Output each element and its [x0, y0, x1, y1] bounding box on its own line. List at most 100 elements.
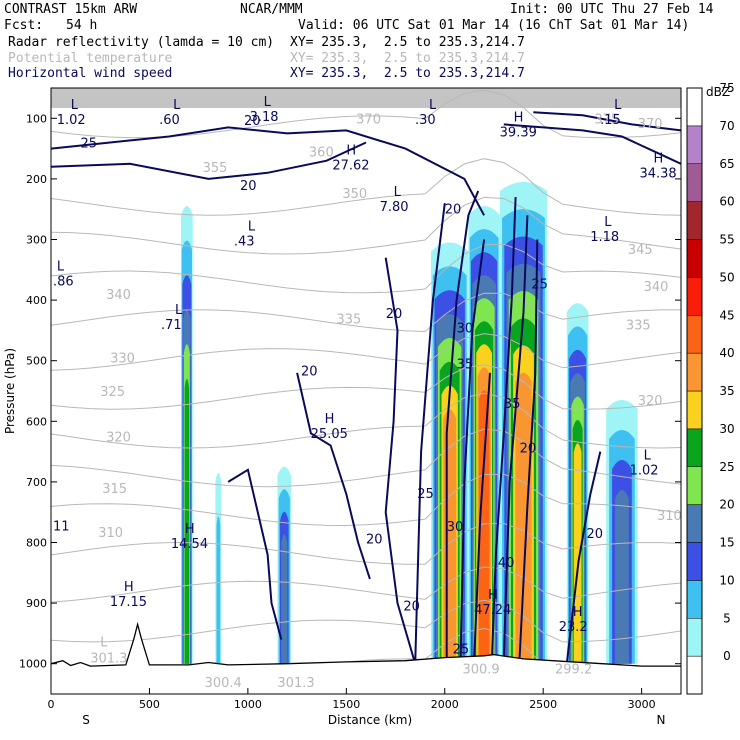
wind-marker-value: 11: [53, 519, 70, 534]
reflectivity-cell-5-40dbz: [515, 372, 532, 664]
reflectivity-cell-1-10dbz: [216, 516, 221, 664]
theta-label: 315: [102, 482, 127, 497]
wind-marker-kind: L: [57, 259, 65, 274]
colorbar-swatch-15: [686, 542, 703, 581]
wind-marker-value: .71: [161, 318, 182, 333]
wind-marker-kind: H: [325, 412, 335, 427]
wind-marker-value: .30: [415, 113, 436, 128]
wind-marker-kind: H: [573, 605, 583, 620]
wind-speed-label: 25: [417, 487, 434, 502]
colorbar-level-label: 60: [719, 195, 734, 209]
colorbar-swatch-10: [686, 580, 703, 619]
theta-dense-band: [51, 88, 681, 108]
wind-contour-6: [445, 190, 480, 664]
wind-marker-kind: L: [614, 98, 622, 113]
colorbar-level-label: 15: [719, 536, 734, 550]
theta-contour-360: [51, 158, 681, 216]
theta-label: 350: [342, 187, 367, 202]
colorbar-swatch-30: [686, 428, 703, 467]
y-tick-label: 500: [26, 355, 47, 368]
y-tick-label: 100: [26, 112, 47, 125]
theta-contour-305: [51, 599, 681, 643]
wind-speed-label: 20: [520, 441, 537, 456]
theta-label: 300.9: [462, 663, 499, 678]
theta-contour-320: [51, 473, 681, 527]
colorbar-level-label: 30: [719, 422, 734, 436]
reflectivity-cell-2-20dbz: [281, 534, 288, 664]
field-theta-xy: XY= 235.3, 2.5 to 235.3,214.7: [290, 51, 525, 66]
contour-labels: 370 375 370 360 355 350 345 340 340 335 335 330 325 3…: [53, 95, 682, 691]
colorbar-swatch-20: [686, 504, 703, 543]
x-tick-label: 1000: [234, 698, 262, 711]
theta-label: 375: [594, 112, 619, 127]
colorbar-swatch-45: [686, 315, 703, 354]
colorbar-level-label: 5: [723, 611, 731, 625]
wind-contour-9: [491, 197, 517, 658]
wind-speed-label: 25: [81, 137, 98, 152]
wind-marker-kind: L: [644, 449, 652, 464]
x-axis-north-label: N: [657, 713, 666, 727]
wind-speed-label: 20: [244, 114, 261, 129]
y-tick-label: 300: [26, 234, 47, 247]
theta-label: 345: [628, 243, 653, 258]
colorbar-frame: [686, 87, 703, 695]
wind-marker-value: 14.54: [171, 537, 208, 552]
wind-marker-kind: L: [604, 215, 612, 230]
wind-marker-value: 7.80: [380, 200, 409, 215]
field-wind-xy: XY= 235.3, 2.5 to 235.3,214.7: [290, 66, 525, 81]
colorbar-swatch-5: [686, 618, 703, 657]
wind-marker-kind: L: [175, 303, 183, 318]
theta-label: 300.4: [205, 676, 242, 691]
theta-label: 335: [626, 318, 651, 333]
colorbar-swatch-40: [686, 352, 703, 392]
theta-label: 325: [100, 385, 125, 400]
colorbar-level-label: 35: [719, 384, 734, 398]
colorbar-level-label: 40: [719, 346, 734, 360]
wind-marker-value: 1.18: [590, 230, 619, 245]
colorbar-level-label: 75: [719, 81, 734, 95]
org-label: NCAR/MMM: [240, 2, 303, 17]
field-reflectivity-xy: XY= 235.3, 2.5 to 235.3,214.7: [290, 35, 525, 50]
theta-contour-310: [51, 566, 681, 603]
wind-contour-8: [473, 372, 491, 658]
wind-marker-kind: H: [488, 588, 498, 603]
x-axis-label: Distance (km): [328, 713, 412, 727]
x-axis-south-label: S: [82, 713, 90, 727]
wind-contour-3: [296, 372, 371, 580]
wind-contour-11: [518, 239, 539, 658]
colorbar-level-label: 25: [719, 460, 734, 474]
y-tick-label: 700: [26, 476, 47, 489]
wind-marker-kind: L: [248, 219, 256, 234]
theta-label: 299.2: [555, 663, 592, 678]
colorbar-swatch-50: [686, 277, 703, 316]
reflectivity-cell-6-35dbz: [573, 443, 582, 664]
theta-label: 370: [356, 112, 381, 127]
theta-label: 330: [110, 352, 135, 367]
colorbar-swatch-25: [686, 466, 703, 505]
theta-contour-335: [51, 364, 681, 410]
x-tick-label: 500: [139, 698, 160, 711]
colorbar-level-label: 70: [719, 119, 734, 133]
theta-label: 335: [336, 312, 361, 327]
y-tick-label: 400: [26, 294, 47, 307]
wind-contour-2: [384, 257, 417, 664]
colorbar-level-label: 0: [723, 649, 731, 663]
wind-marker-kind: H: [514, 110, 524, 125]
theta-contour-340: [51, 333, 681, 371]
theta-contour-315: [51, 522, 681, 565]
wind-marker-value: 39.39: [500, 125, 537, 140]
terrain-fill: [51, 624, 681, 694]
reflectivity-cell-4-45dbz: [478, 390, 490, 664]
wind-marker-value: 17.15: [110, 595, 147, 610]
wind-contours: [51, 111, 681, 664]
theta-label: 355: [203, 161, 228, 176]
colorbar-swatch-70: [686, 125, 703, 164]
wind-speed-label: 20: [386, 307, 403, 322]
y-tick-label: 1000: [19, 658, 47, 671]
theta-label: 310: [98, 526, 123, 541]
theta-contour-325: [51, 428, 681, 488]
y-tick-label: 900: [26, 597, 47, 610]
colorbar-swatch-75: [686, 87, 703, 127]
wind-marker-kind: H: [124, 580, 134, 595]
wind-contour-7: [459, 239, 486, 664]
